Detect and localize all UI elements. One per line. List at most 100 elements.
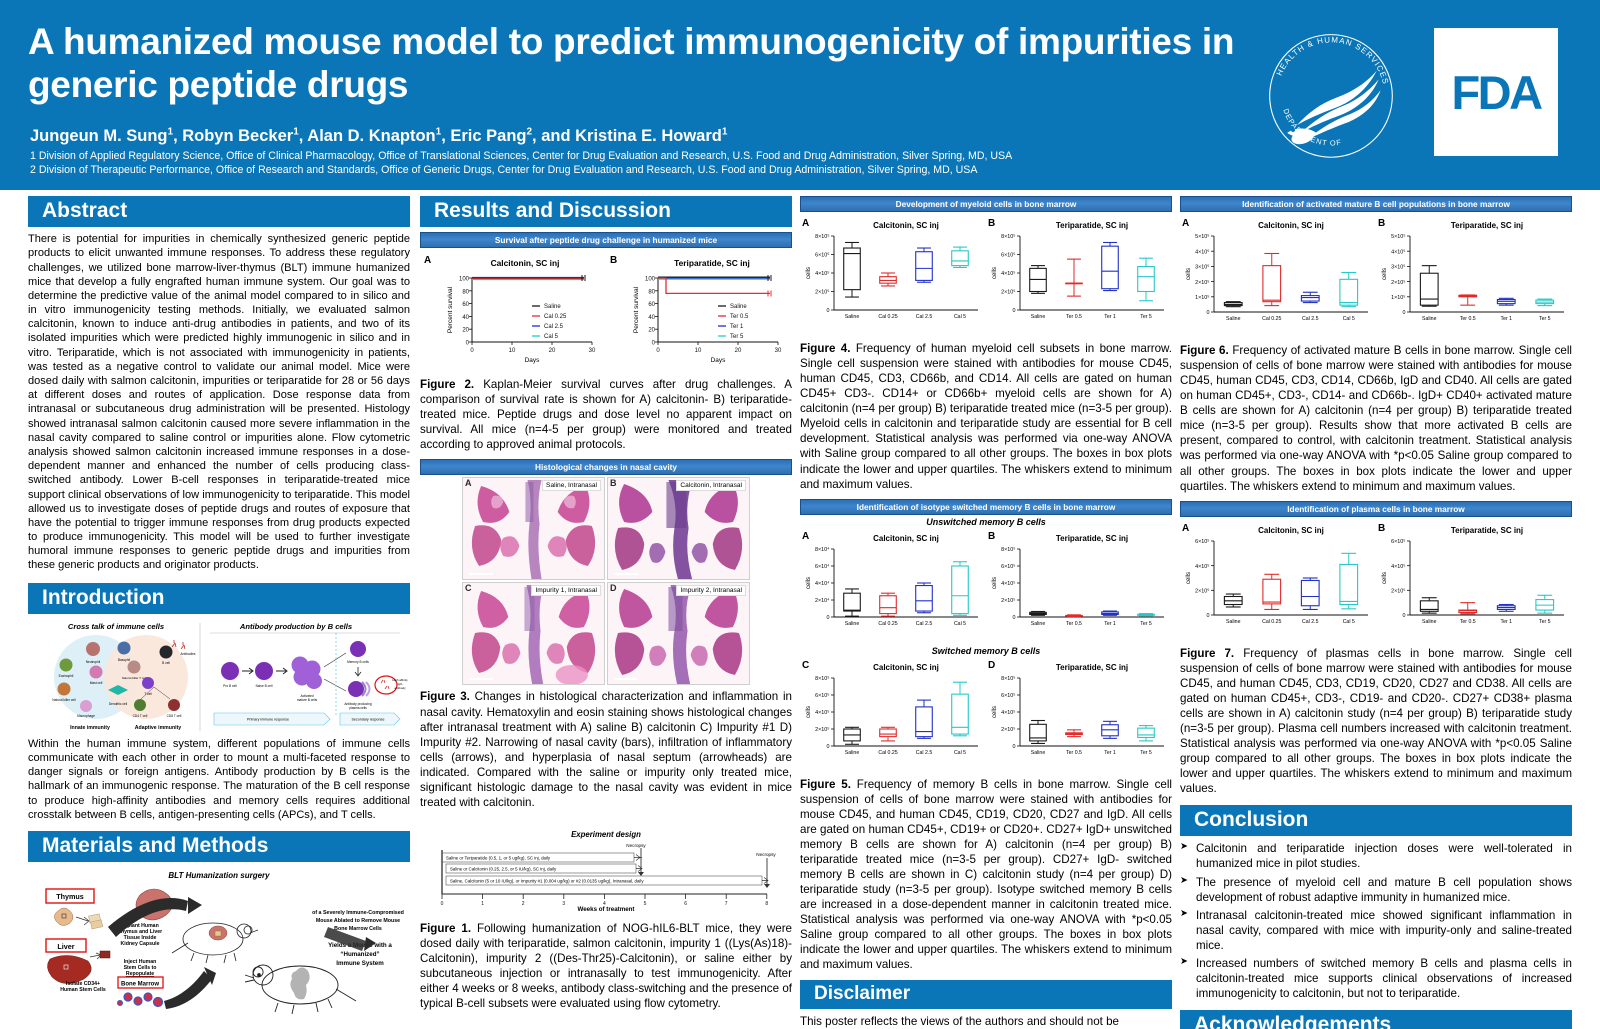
figure2-panel-a-legend: Saline Cal 0.25 Cal 2.5 Cal 5 — [532, 304, 567, 340]
box — [1419, 272, 1439, 306]
abstract-text: There is potential for impurities in che… — [28, 233, 410, 572]
figure5-subtitle-top: Unswitched memory B cells — [926, 516, 1046, 527]
svg-text:Bone Marrow: Bone Marrow — [121, 982, 159, 988]
svg-text:Implant Human: Implant Human — [121, 923, 158, 929]
y-axis-label: cells — [806, 577, 812, 589]
figure2-panel-b-title: Teriparatide, SC inj — [674, 258, 750, 268]
y-tick-label: 2×10⁵ — [1195, 588, 1209, 594]
svg-text:Mouse Ablated to Remove Mouse: Mouse Ablated to Remove Mouse — [316, 918, 400, 924]
figure1-arm-3: Saline, Calcitonin (5 or 10 IU/kg), or I… — [450, 878, 644, 883]
conclusion-item-2: The presence of myeloid cell and mature … — [1180, 875, 1572, 905]
x-tick-label: Cal 2.5 — [1302, 619, 1319, 625]
scale-bar-icon — [469, 573, 493, 576]
x-tick-label: Saline — [845, 314, 860, 320]
box — [1029, 723, 1047, 742]
box — [1029, 611, 1047, 615]
svg-text:80: 80 — [648, 289, 655, 295]
svg-text:Natural killer T cell: Natural killer T cell — [122, 676, 147, 680]
box — [1029, 267, 1047, 293]
svg-text:3: 3 — [562, 901, 565, 907]
x-tick-label: Ter 5 — [1140, 750, 1152, 756]
svg-text:Memory B cells: Memory B cells — [347, 660, 369, 664]
boxplot-fig4b: B Teriparatide, SC inj 0 2×10⁵ 4×10⁵ 6×10⁵ 8×1… — [988, 218, 1164, 320]
svg-text:Cal 5: Cal 5 — [544, 334, 559, 340]
svg-text:40: 40 — [648, 315, 655, 321]
svg-text:Activated: Activated — [300, 694, 313, 698]
figure2-plots: A Calcitonin, SC inj 100 80 60 40 20 0 — [420, 250, 792, 373]
svg-text:Inject Human: Inject Human — [124, 959, 157, 965]
plot-title: Teriparatide, SC inj — [1451, 526, 1523, 535]
figure4-bar: Development of myeloid cells in bone mar… — [800, 196, 1172, 212]
fda-logo-text: FDA — [1451, 65, 1543, 119]
y-tick-label: 8×10⁵ — [815, 234, 829, 240]
x-tick-label: Ter 0.5 — [1066, 621, 1082, 627]
svg-text:80: 80 — [462, 289, 469, 295]
box — [1137, 265, 1155, 293]
svg-text:60: 60 — [462, 302, 469, 308]
methods-diagram-title: BLT Humanization surgery — [168, 871, 270, 880]
y-tick-label: 2×10⁵ — [1391, 588, 1405, 594]
panel-letter: B — [988, 218, 995, 229]
figure2-panel-b-xlabel: Days — [711, 357, 727, 364]
figure1-diagram-title: Experiment design — [571, 830, 641, 839]
figure1-arm-2: Saline or Calcitonin (0.25, 2.5, or 5 IU… — [450, 866, 557, 871]
histology-panel-a: A Saline, Intranasal — [462, 477, 605, 581]
box — [1101, 610, 1119, 615]
svg-text:Human Stem Cells: Human Stem Cells — [60, 987, 106, 993]
svg-text:0: 0 — [470, 348, 474, 354]
x-tick-label: Ter 1 — [1500, 316, 1512, 322]
x-tick-label: Saline — [1422, 619, 1437, 625]
svg-text:mature B cells: mature B cells — [297, 698, 318, 702]
y-tick-label: 0 — [1013, 308, 1016, 314]
svg-text:8: 8 — [765, 901, 768, 907]
box — [1300, 295, 1320, 302]
svg-text:40: 40 — [462, 315, 469, 321]
y-tick-label: 0 — [827, 308, 830, 314]
y-axis-label: cells — [1382, 572, 1388, 584]
y-tick-label: 6×10⁵ — [1391, 539, 1405, 545]
acknowledgements-heading: Acknowledgements — [1180, 1010, 1572, 1029]
svg-text:30: 30 — [775, 348, 782, 354]
y-tick-label: 0 — [827, 615, 830, 621]
svg-text:Ter 5: Ter 5 — [730, 334, 744, 340]
svg-text:B cell: B cell — [162, 661, 170, 665]
svg-text:Immune System: Immune System — [336, 960, 384, 967]
svg-text:10: 10 — [695, 348, 702, 354]
box — [843, 592, 861, 612]
plot-title: Teriparatide, SC inj — [1056, 663, 1128, 672]
figure5-bar: Identification of isotype switched memor… — [800, 498, 1172, 515]
y-tick-label: 5×10⁵ — [1195, 234, 1209, 240]
svg-text:Isolate CD34+: Isolate CD34+ — [66, 981, 100, 987]
y-tick-label: 1×10⁵ — [1391, 295, 1405, 301]
panel-letter: B — [1378, 218, 1385, 229]
y-tick-label: 2×10⁵ — [1391, 280, 1405, 286]
svg-text:Macrophage: Macrophage — [77, 714, 95, 718]
y-tick-label: 8×10⁵ — [1001, 676, 1015, 682]
histology-panel-b: B Calcitonin, Intranasal — [607, 477, 750, 581]
svg-text:Antibodies: Antibodies — [181, 652, 196, 656]
y-axis-label: cells — [1186, 572, 1192, 584]
svg-text:Saline: Saline — [730, 304, 747, 310]
fda-logo: FDA — [1434, 28, 1558, 156]
figure5-caption-text: Frequency of memory B cells in bone marr… — [800, 777, 1172, 972]
box — [951, 693, 969, 735]
column-left: Abstract There is potential for impuriti… — [28, 196, 410, 1017]
figure7-caption: Figure 7. Frequency of plasmas cells in … — [1180, 646, 1572, 797]
figure2-panel-b-legend: Saline Ter 0.5 Ter 1 Ter 5 — [718, 304, 749, 340]
histology-panel-d: D Impurity 2, Intranasal — [607, 582, 750, 686]
y-axis-label: cells — [806, 267, 812, 279]
svg-text:Ter 0.5: Ter 0.5 — [730, 314, 749, 320]
svg-text:High affinity: High affinity — [392, 678, 408, 682]
x-tick-label: Cal 0.25 — [1262, 316, 1281, 322]
scale-bar-icon — [614, 573, 638, 576]
scale-bar-icon — [469, 678, 493, 681]
y-tick-label: 8×10⁴ — [815, 547, 830, 553]
box — [1458, 609, 1478, 613]
histology-panel-tag: Impurity 1, Intranasal — [531, 585, 601, 597]
y-tick-label: 4×10⁵ — [1001, 581, 1015, 587]
label-adaptive-immunity: Adaptive immunity — [135, 725, 182, 731]
histology-panel-letter: B — [610, 478, 617, 489]
svg-text:0: 0 — [441, 901, 444, 907]
y-tick-label: 6×10⁵ — [1001, 564, 1015, 570]
